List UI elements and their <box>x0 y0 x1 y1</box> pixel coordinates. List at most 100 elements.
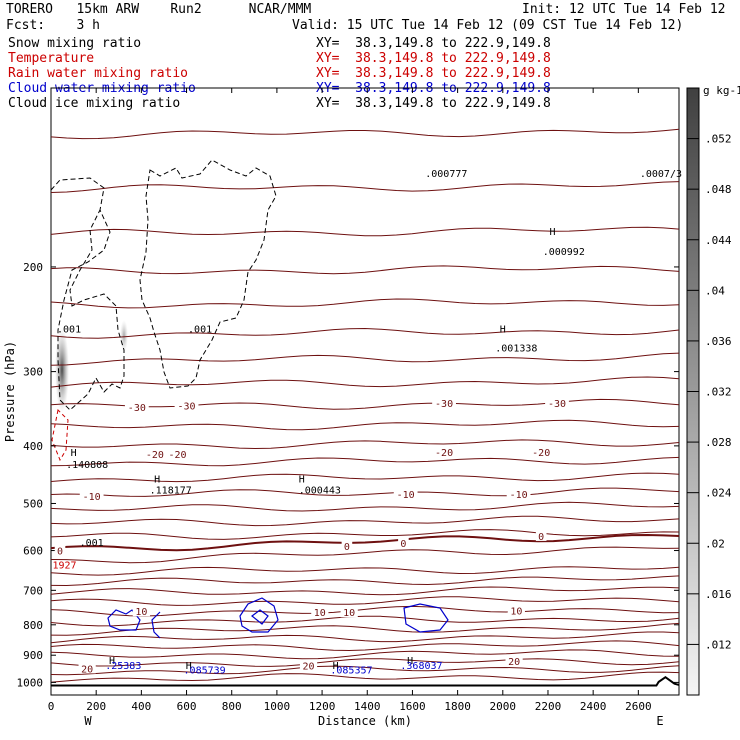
legend-field-xy: XY= 38.3,149.8 to 222.9,149.8 <box>316 51 551 66</box>
y-tick-label: 400 <box>23 440 43 453</box>
x-tick-label: 200 <box>86 700 106 713</box>
plot-frame <box>50 87 680 696</box>
init-time: Init: 12 UTC Tue 14 Feb 12 <box>522 2 726 17</box>
x-tick-label: 2400 <box>580 700 607 713</box>
legend-field-xy: XY= 38.3,149.8 to 222.9,149.8 <box>316 36 551 51</box>
isotherm-line <box>50 658 680 667</box>
isotherm-label: -20 <box>435 448 453 459</box>
isotherm-line <box>50 501 680 512</box>
isotherm-line <box>50 515 680 527</box>
isotherm-line <box>50 398 680 410</box>
isotherm-label-bg <box>393 488 418 500</box>
isotherm-line <box>50 529 680 540</box>
isotherm-line <box>50 439 680 450</box>
colorbar-tick-label: .048 <box>705 183 732 196</box>
maximum-label: .140808 <box>66 460 108 471</box>
isotherm-label-bg <box>78 662 96 674</box>
legend-field-name: Cloud ice mixing ratio <box>8 96 181 111</box>
isotherm-label-bg <box>299 659 318 671</box>
y-tick-label: 300 <box>23 366 43 379</box>
high-marker: H <box>154 475 160 486</box>
high-marker: H <box>500 325 506 336</box>
isotherm-label-bg <box>432 397 456 409</box>
maximum-label: .368037 <box>400 661 442 672</box>
isotherm-line <box>50 649 680 660</box>
isotherm-line <box>50 487 680 497</box>
isotherm-label: 0 <box>400 539 406 550</box>
legend-field-name: Rain water mixing ratio <box>8 66 189 81</box>
isotherm-label-bg <box>398 537 409 549</box>
y-tick-label: 500 <box>23 497 43 510</box>
isotherm-line <box>50 596 680 606</box>
colorbar-tick-label: .036 <box>705 335 732 348</box>
isotherm-line <box>50 265 680 275</box>
isotherm-label: -10 <box>510 490 528 501</box>
cloud-water-contour <box>239 597 279 633</box>
cloud-water-contour <box>403 603 449 633</box>
isotherm-label-bg <box>311 606 329 618</box>
x-tick-label: 2000 <box>490 700 517 713</box>
isotherm-label-bg <box>505 654 523 666</box>
isotherm-label-bg <box>132 605 150 617</box>
isotherm-label: -30 <box>548 399 566 410</box>
colorbar-tick-label: .024 <box>705 487 732 500</box>
isotherm-label-bg <box>165 448 190 460</box>
isotherm-label: 20 <box>81 664 93 675</box>
isotherm-label: 20 <box>303 662 315 673</box>
maximum-label: .118177 <box>150 486 192 497</box>
isotherm-label-bg <box>341 539 353 551</box>
west-label: W <box>84 714 92 728</box>
colorbar-unit: g kg-1 <box>703 84 740 97</box>
x-axis-label: Distance (km) <box>318 714 412 728</box>
isotherm-line <box>50 566 680 576</box>
isotherm-line <box>50 631 680 644</box>
isotherm-line <box>50 456 680 467</box>
isotherm-label: -20 <box>146 450 164 461</box>
isotherm-line <box>50 226 680 237</box>
isotherm-line <box>50 640 680 652</box>
ice-contour <box>50 177 125 411</box>
maximum-label: .000777 <box>425 169 467 180</box>
isotherm-label: -20 <box>532 448 550 459</box>
isotherm-label-bg <box>174 399 199 411</box>
ice-contour <box>139 159 277 389</box>
maximum-label: .000992 <box>543 247 585 258</box>
isotherm-label: -30 <box>128 403 146 414</box>
maximum-label: .001338 <box>495 343 537 354</box>
isotherm-label: 10 <box>314 608 326 619</box>
y-tick-label: 1000 <box>17 676 44 689</box>
maximum-label: .25383 <box>105 661 141 672</box>
maximum-label: .000443 <box>299 486 341 497</box>
colorbar-tick-label: .02 <box>705 537 725 550</box>
isotherm-label: -30 <box>435 399 453 410</box>
isotherm-label-bg <box>54 544 66 556</box>
colorbar-tick-label: .044 <box>705 234 732 247</box>
x-tick-label: 1800 <box>444 700 471 713</box>
isotherm-label: -10 <box>397 490 415 501</box>
isotherm-label: -10 <box>83 492 101 503</box>
colorbar-tick-label: .012 <box>705 638 732 651</box>
isotherm-label-bg <box>143 448 167 460</box>
colorbar-tick-label: .032 <box>705 386 732 399</box>
isotherm-label: 0 <box>57 547 63 558</box>
y-axis-label: Pressure (hPa) <box>3 341 17 442</box>
isotherm-line <box>50 575 680 587</box>
high-marker: H <box>333 661 339 672</box>
isotherm-line <box>50 419 680 431</box>
isotherm-line <box>50 128 680 140</box>
cloud-water-contour <box>107 609 141 631</box>
colorbar-tick-label: .04 <box>705 284 725 297</box>
east-label: E <box>656 714 663 728</box>
model-title: TORERO 15km ARW Run2 NCAR/MMM <box>6 2 312 17</box>
snow-shading <box>120 320 128 352</box>
isotherm-lines <box>50 128 680 683</box>
isotherm-label-bg <box>124 400 149 412</box>
isotherm-label-bg <box>432 446 456 458</box>
colorbar-tick-label: .052 <box>705 133 732 146</box>
rain-contour <box>51 408 69 462</box>
isotherm-label-bg <box>506 488 531 500</box>
isotherm-label-bg <box>529 446 554 458</box>
y-tick-label: 700 <box>23 584 43 597</box>
legend-field-name: Snow mixing ratio <box>8 36 142 51</box>
high-marker: H <box>186 661 192 672</box>
